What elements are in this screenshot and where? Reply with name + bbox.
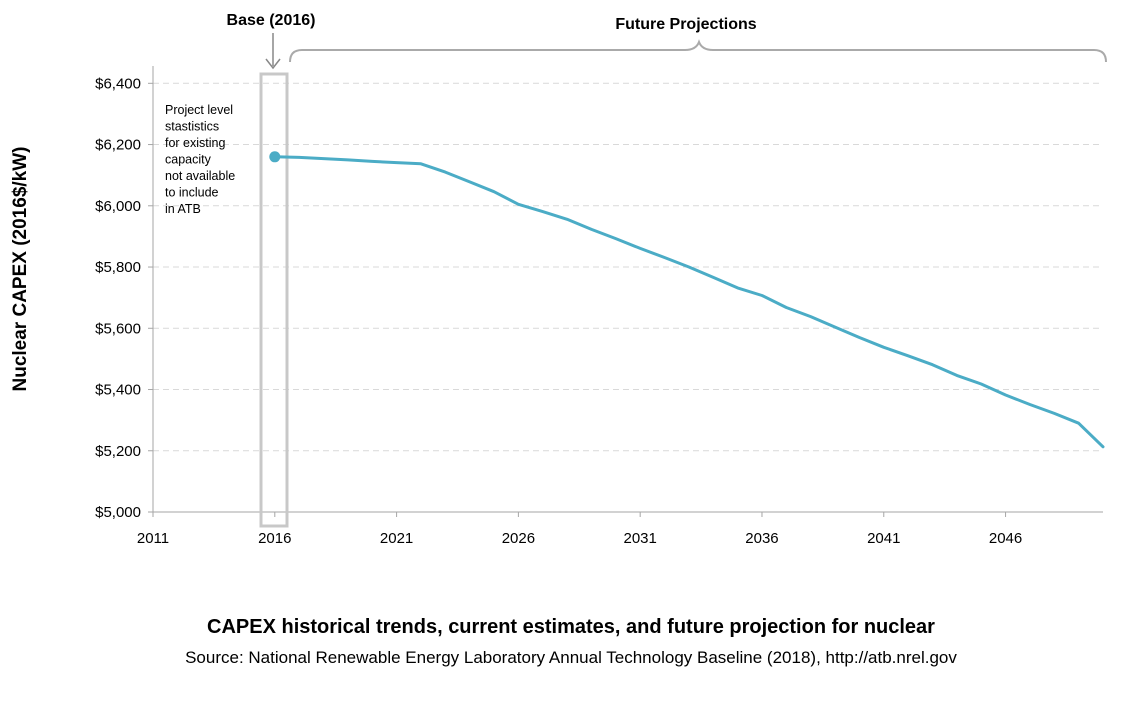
axes (148, 66, 1103, 517)
x-tick-label: 2021 (380, 530, 413, 547)
caption-title: CAPEX historical trends, current estimat… (207, 616, 935, 638)
y-tick-label: $6,400 (95, 75, 141, 92)
y-tick-label: $5,800 (95, 259, 141, 276)
note-line: for existing (165, 136, 225, 150)
base-data-point (269, 151, 281, 163)
note-line: Project level (165, 103, 233, 117)
y-tick-label: $6,200 (95, 137, 141, 154)
series-line (273, 155, 1105, 449)
x-tick-label: 2016 (258, 530, 291, 547)
note-line: to include (165, 186, 219, 200)
caption-source: Source: National Renewable Energy Labora… (185, 648, 957, 667)
base-arrow-head-icon (265, 58, 281, 70)
chart-canvas: $5,000 $5,200 $5,400 $5,600 $5,800 $6,000 $6,2… (10, 12, 1107, 547)
x-tick-label: 2036 (745, 530, 778, 547)
note-line: capacity (165, 153, 212, 167)
y-tick-label: $5,400 (95, 382, 141, 399)
note-line: not available (165, 169, 235, 183)
x-tick-label: 2011 (137, 530, 169, 547)
base-year-highlight-box (259, 72, 289, 528)
base-year-label: Base (2016) (227, 12, 316, 29)
x-tick-label: 2041 (867, 530, 900, 547)
series-group (269, 151, 1105, 449)
x-tick-label: 2031 (623, 530, 656, 547)
base-year-annotation: Base (2016) (227, 12, 316, 528)
future-projections-annotation: Future Projections (289, 16, 1107, 63)
x-tick-label: 2026 (502, 530, 535, 547)
y-tick-label: $5,600 (95, 320, 141, 337)
x-tick-label: 2046 (989, 530, 1022, 547)
note-line: in ATB (165, 202, 201, 216)
y-axis-label: Nuclear CAPEX (2016$/kW) (10, 147, 31, 392)
future-projections-label: Future Projections (615, 16, 756, 33)
existing-capacity-note: Project level stastistics for existing capa… (165, 103, 235, 216)
y-tick-label: $5,200 (95, 443, 141, 460)
x-tick-labels: 2011 2016 2021 2026 2031 2036 2041 2046 (137, 530, 1022, 547)
y-tick-label: $5,000 (95, 504, 141, 521)
gridlines (153, 82, 1103, 452)
y-tick-labels: $5,000 $5,200 $5,400 $5,600 $5,800 $6,000 $6,2… (95, 75, 141, 521)
y-tick-label: $6,000 (95, 198, 141, 215)
future-projections-brace (289, 39, 1107, 63)
note-line: stastistics (165, 120, 219, 134)
